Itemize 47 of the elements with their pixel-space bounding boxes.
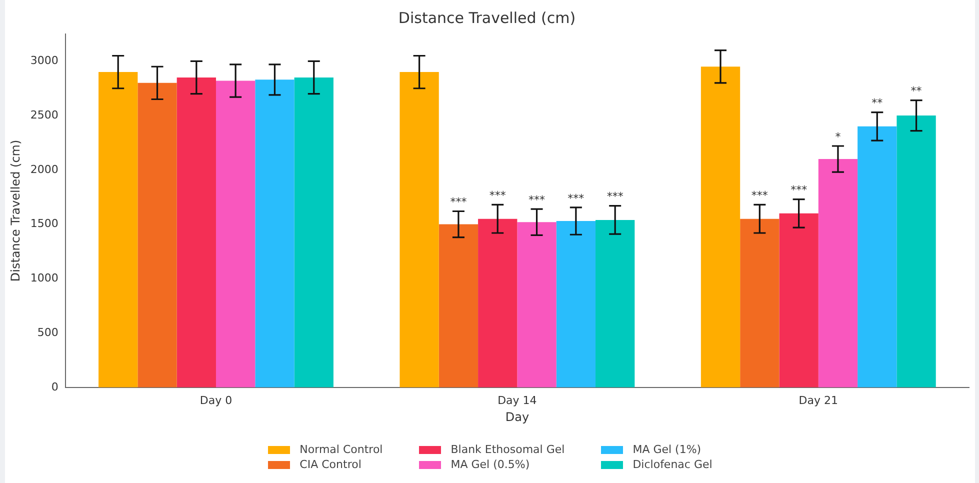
legend-label: Blank Ethosomal Gel <box>450 443 565 456</box>
x-tick-label: Day 0 <box>200 394 232 407</box>
legend-label: Normal Control <box>300 443 383 456</box>
y-axis-title: Distance Travelled (cm) <box>8 140 22 282</box>
y-tick-label: 2000 <box>30 162 58 176</box>
legend-label: MA Gel (0.5%) <box>450 458 530 471</box>
bar <box>858 126 897 388</box>
y-tick-label: 3000 <box>30 54 58 68</box>
data-label: *** <box>528 193 546 206</box>
chart-title: Distance Travelled (cm) <box>398 8 576 27</box>
data-label: *** <box>489 189 506 202</box>
data-label: * <box>835 130 842 144</box>
x-tick-label: Day 14 <box>498 394 537 407</box>
bar <box>818 159 858 388</box>
bar <box>138 82 177 388</box>
y-tick-label: 500 <box>37 326 58 339</box>
data-label: *** <box>568 192 585 205</box>
bar <box>176 77 216 388</box>
legend-label: CIA Control <box>300 458 362 471</box>
bar <box>517 222 556 388</box>
bar <box>556 221 596 388</box>
bar <box>596 220 635 388</box>
data-label: *** <box>606 190 624 204</box>
bar <box>700 66 740 388</box>
data-label: *** <box>751 189 768 202</box>
data-label: ** <box>872 96 884 110</box>
data-label: ** <box>910 84 922 98</box>
bar <box>740 218 780 388</box>
legend-label: MA Gel (1%) <box>632 443 702 456</box>
data-label: *** <box>450 196 468 209</box>
y-tick-label: 1500 <box>30 217 58 230</box>
bar <box>438 224 478 388</box>
x-axis-title: Day <box>505 410 530 424</box>
bar <box>779 213 818 388</box>
bar <box>400 72 439 388</box>
data-label: *** <box>790 184 808 197</box>
bar <box>255 80 294 388</box>
y-tick-label: 0 <box>51 380 58 394</box>
bar <box>896 116 936 388</box>
bar <box>216 80 256 388</box>
bar <box>294 77 334 388</box>
bar <box>478 218 518 388</box>
x-tick-label: Day 21 <box>798 394 838 407</box>
legend-label: Diclofenac Gel <box>632 458 712 471</box>
bar <box>98 72 138 388</box>
y-tick-label: 1000 <box>30 272 58 285</box>
y-tick-label: 2500 <box>30 108 58 122</box>
